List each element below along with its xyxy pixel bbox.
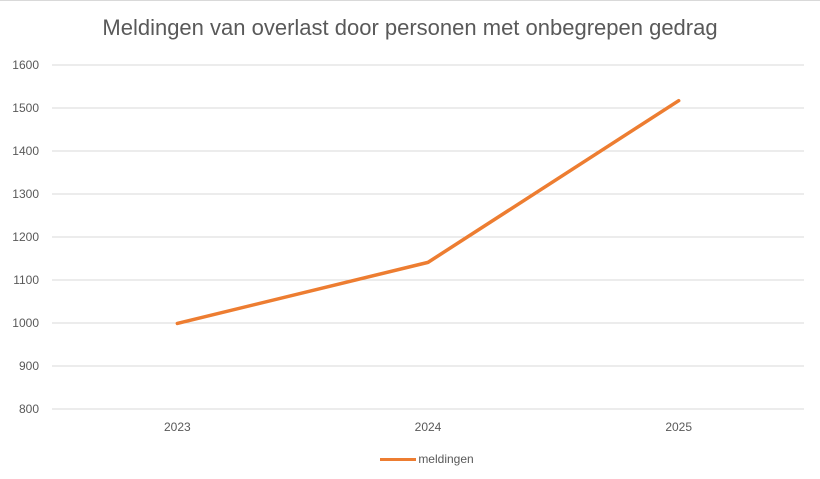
chart-title: Meldingen van overlast door personen met…: [102, 15, 718, 40]
legend-label: meldingen: [418, 452, 474, 466]
y-tick-label: 800: [19, 402, 39, 416]
legend-swatch: [380, 457, 417, 461]
legend: meldingen: [0, 452, 820, 466]
y-tick-label: 1200: [12, 230, 39, 244]
y-tick-label: 900: [19, 359, 39, 373]
series-line: [175, 98, 681, 326]
y-tick-label: 1100: [13, 273, 39, 287]
x-tick-label: 2024: [415, 420, 442, 434]
y-tick-label: 1500: [12, 101, 39, 115]
y-tick-label: 1000: [12, 316, 39, 330]
x-tick-label: 2025: [665, 420, 692, 434]
y-tick-label: 1600: [12, 58, 39, 72]
y-tick-label: 1400: [12, 144, 39, 158]
y-tick-label: 1300: [12, 187, 39, 201]
x-tick-label: 2023: [164, 420, 191, 434]
